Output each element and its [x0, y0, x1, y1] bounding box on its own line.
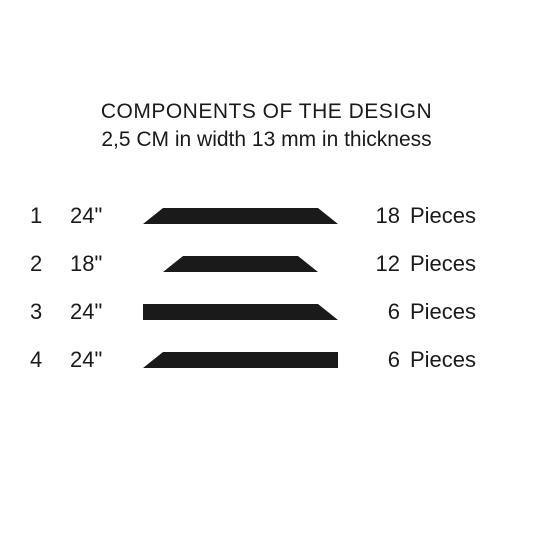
component-shape	[130, 304, 350, 320]
component-length: 24"	[70, 299, 130, 325]
component-pieces-label: Pieces	[410, 299, 490, 325]
component-row: 324" 6Pieces	[30, 288, 503, 336]
component-length: 24"	[70, 203, 130, 229]
component-length: 18"	[70, 251, 130, 277]
component-shape	[130, 256, 350, 272]
component-row: 218" 12Pieces	[30, 240, 503, 288]
page-subtitle: 2,5 CM in width 13 mm in thickness	[0, 128, 533, 152]
component-shape-icon	[143, 304, 338, 320]
component-index: 4	[30, 347, 70, 373]
component-pieces-label: Pieces	[410, 203, 490, 229]
component-shape-icon	[163, 256, 318, 272]
component-pieces-count: 12	[350, 251, 410, 277]
component-pieces-count: 6	[350, 299, 410, 325]
component-index: 2	[30, 251, 70, 277]
component-length: 24"	[70, 347, 130, 373]
component-index: 3	[30, 299, 70, 325]
component-shape-icon	[143, 208, 338, 224]
component-pieces-label: Pieces	[410, 347, 490, 373]
component-shape	[130, 352, 350, 368]
header: COMPONENTS OF THE DESIGN 2,5 CM in width…	[0, 100, 533, 152]
component-shape-icon	[143, 352, 338, 368]
component-row: 124" 18Pieces	[30, 192, 503, 240]
component-pieces-count: 6	[350, 347, 410, 373]
page-title: COMPONENTS OF THE DESIGN	[0, 100, 533, 124]
component-rows: 124"18Pieces218"12Pieces324"6Pieces424"6…	[0, 192, 533, 384]
component-pieces-label: Pieces	[410, 251, 490, 277]
component-index: 1	[30, 203, 70, 229]
component-row: 424" 6Pieces	[30, 336, 503, 384]
component-pieces-count: 18	[350, 203, 410, 229]
component-shape	[130, 208, 350, 224]
